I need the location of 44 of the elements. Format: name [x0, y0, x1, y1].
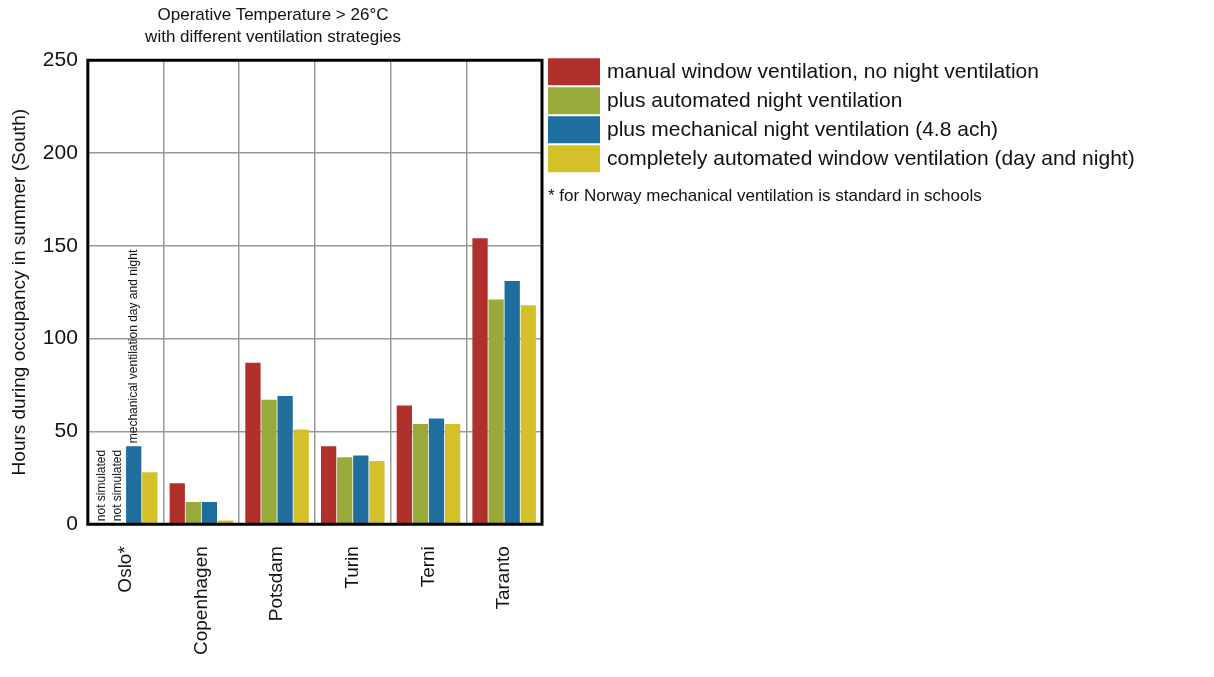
bar: [169, 483, 185, 524]
bar: [321, 446, 337, 524]
x-tick-label: Terni: [416, 546, 438, 588]
legend-label: manual window ventilation, no night ventilation: [607, 59, 1039, 82]
bar: [126, 446, 142, 524]
bar: [520, 305, 536, 524]
x-tick-label: Oslo*: [113, 545, 135, 593]
x-tick-label: Taranto: [492, 546, 514, 610]
bar: [185, 501, 201, 524]
chart-title: Operative Temperature > 26°C with different ventilation strategies: [144, 4, 401, 46]
bar: [504, 281, 520, 524]
legend-label: completely automated window ventilation (day and night): [607, 146, 1135, 169]
bar: [261, 399, 277, 524]
x-tick-label: Potsdam: [265, 546, 287, 622]
bar: [353, 455, 369, 524]
bar: [201, 501, 218, 524]
bar: [293, 429, 309, 524]
y-axis-title: Hours during occupancy in summer (South): [7, 108, 29, 476]
bar: [444, 423, 461, 524]
bar: [472, 238, 488, 524]
bar: [277, 396, 293, 524]
annotation: not simulated: [109, 449, 124, 522]
y-tick-label: 250: [42, 47, 78, 70]
bar: [396, 405, 412, 524]
y-tick-label: 200: [42, 139, 78, 163]
bar: [412, 423, 429, 524]
bar: [369, 461, 385, 524]
annotation: mechanical ventilation day and night: [126, 249, 141, 444]
annotation: not simulated: [93, 449, 108, 522]
bar: [337, 457, 353, 524]
y-tick-label: 100: [42, 325, 78, 349]
bar: [245, 362, 261, 524]
x-tick-label: Turin: [341, 546, 362, 589]
bar: [142, 472, 158, 524]
bar: [488, 299, 504, 524]
bar: [428, 418, 445, 524]
y-tick-label: 0: [66, 510, 78, 534]
y-tick-label: 150: [42, 232, 78, 256]
legend-label: plus mechanical night ventilation (4.8 ach): [607, 117, 999, 140]
x-tick-label: Copenhagen: [189, 546, 211, 655]
legend-label: plus automated night ventilation: [607, 88, 903, 111]
bar: [217, 520, 234, 524]
y-tick-label: 50: [54, 418, 78, 442]
text: * for Norway mechanical ventilation is standard in schools: [548, 185, 982, 205]
